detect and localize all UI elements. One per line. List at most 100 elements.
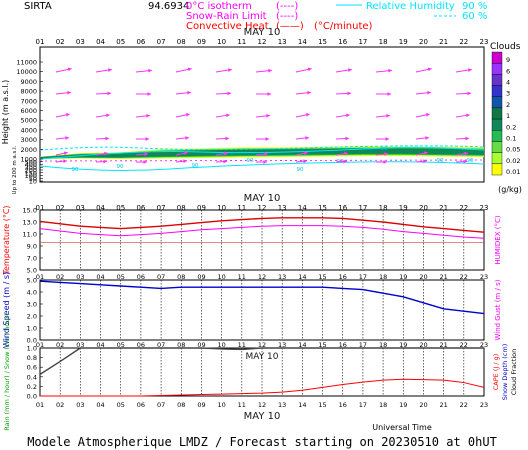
x-tick-label: 16 (339, 401, 347, 409)
wind-arrow (215, 136, 230, 141)
x-tick-label: 18 (379, 273, 387, 281)
wind-arrow (55, 159, 67, 164)
y-tick-label: 300 (25, 164, 37, 172)
wind-arrow-head (147, 92, 151, 96)
x-tick-label: 16 (339, 273, 347, 281)
colorbar-tick-label: 6 (506, 67, 510, 75)
wind-arrow-head (303, 159, 307, 164)
wind-arrow (136, 137, 149, 141)
x-tick-label-top: 23 (480, 38, 489, 46)
wind-arrow-head (386, 113, 390, 118)
x-tick-label: 18 (379, 204, 388, 212)
wind-arrow-head (183, 159, 187, 164)
x-tick-label: 17 (359, 273, 367, 281)
x-tick-label: 13 (278, 401, 286, 409)
wind-arrow (415, 90, 431, 95)
series-line (39, 347, 484, 375)
x-tick-label-top: 09 (197, 38, 206, 46)
x-tick-label: 21 (439, 273, 447, 281)
colorbar-swatch (491, 130, 503, 142)
wind-arrow-head (385, 137, 389, 141)
station-coords: 94.6934 (148, 1, 189, 12)
panel3-ylabel-left: Wind Speed (m / s) (2, 272, 11, 348)
x-tick-label-top: 21 (439, 38, 448, 46)
x-tick-label-top: 15 (318, 38, 327, 46)
y-tick-label: 100 (25, 172, 37, 180)
legend-convective-symbol: (——) (276, 21, 304, 32)
wind-arrow-head (463, 159, 467, 164)
wind-arrow (55, 67, 72, 73)
y-tick-label: 500 (25, 158, 37, 166)
x-tick-label: 10 (217, 204, 226, 212)
colorbar-tick-label: 0.1 (506, 134, 516, 142)
colorbar-tick-label: 0.05 (506, 146, 520, 154)
wind-arrow-head (305, 136, 309, 140)
x-tick-label: 10 (217, 341, 225, 349)
x-tick-label-top: 19 (399, 38, 408, 46)
wind-arrow-head (106, 113, 110, 118)
x-tick-label: 15 (318, 401, 326, 409)
y-tick-label: 8000 (20, 88, 37, 96)
wind-arrow (175, 112, 190, 118)
footer-date: MAY 10 (244, 411, 281, 422)
x-tick-label: 15 (318, 273, 326, 281)
wind-arrow (335, 136, 350, 141)
wind-arrow-head (423, 159, 427, 164)
panel1-ylabel2: Up to 200 m a.s.l. (12, 145, 18, 194)
wind-arrow-head (67, 90, 71, 95)
wind-arrow (335, 68, 352, 73)
wind-arrow (255, 152, 268, 157)
wind-arrow (55, 136, 69, 140)
x-tick-label: 17 (359, 401, 367, 409)
y-tick-label: 7000 (20, 97, 37, 105)
wind-arrow (215, 113, 230, 118)
x-tick-label: 11 (238, 401, 246, 409)
x-tick-label: 05 (116, 204, 125, 212)
wind-arrow-head (467, 91, 471, 96)
wind-arrow (335, 91, 352, 96)
rh-contour-label: 90 (381, 146, 388, 152)
x-tick-label: 09 (197, 401, 205, 409)
x-tick-label-top: 05 (116, 38, 125, 46)
y-tick-label: 0.6 (27, 364, 37, 372)
series-line (39, 217, 485, 233)
x-tick-label: 19 (399, 341, 407, 349)
wind-arrow-head (387, 92, 391, 96)
x-tick-label: 11 (238, 341, 246, 349)
x-tick-label-top: 16 (338, 38, 347, 46)
wind-arrow-head (104, 151, 108, 156)
rh-contour-label: 90 (117, 164, 124, 170)
temperature-panel: 15.0 13.0 11.0 9.0 7.0 5.0 Temperature (°C) H… (2, 205, 502, 275)
x-tick-label: 06 (137, 401, 145, 409)
x-tick-label: 08 (177, 401, 185, 409)
x-tick-label: 21 (439, 204, 448, 212)
wind-arrow-head (268, 68, 272, 73)
y-tick-label: 11000 (16, 59, 37, 67)
x-tick-label: 14 (298, 401, 306, 409)
wind-arrow-head (464, 151, 468, 156)
x-tick-label: 04 (96, 401, 104, 409)
wind-arrow (135, 68, 152, 73)
x-tick-label: 07 (157, 273, 165, 281)
y-tick-label: 4.0 (27, 289, 37, 297)
wind-arrow-head (223, 159, 227, 164)
x-tick-label: 02 (56, 401, 64, 409)
legend-snow-rain-symbol: (----) (276, 11, 298, 22)
rh-legend-90: 90 % (462, 1, 487, 12)
x-tick-label: 23 (480, 401, 488, 409)
legend-convective-unit: (°C/minute) (314, 21, 373, 32)
x-tick-label-top: 06 (136, 38, 145, 46)
panel4-ylabel-right: CAPE (J / g) (492, 354, 500, 391)
footer-title: Modele Atmospherique LMDZ / Forecast sta… (27, 435, 497, 449)
series-line (39, 225, 485, 239)
wind-arrow-head (185, 112, 190, 117)
x-tick-label: 08 (177, 273, 185, 281)
colorbar-tick-label: 0.01 (506, 168, 520, 176)
wind-arrow-head (146, 113, 150, 118)
x-tick-label: 04 (96, 273, 104, 281)
y-tick-label: 10 (29, 178, 37, 186)
isotherm-line (39, 159, 485, 162)
colorbar-tick-label: 0.2 (506, 123, 516, 131)
panel2-date: MAY 10 (244, 193, 281, 204)
x-tick-label: 01 (36, 204, 45, 212)
